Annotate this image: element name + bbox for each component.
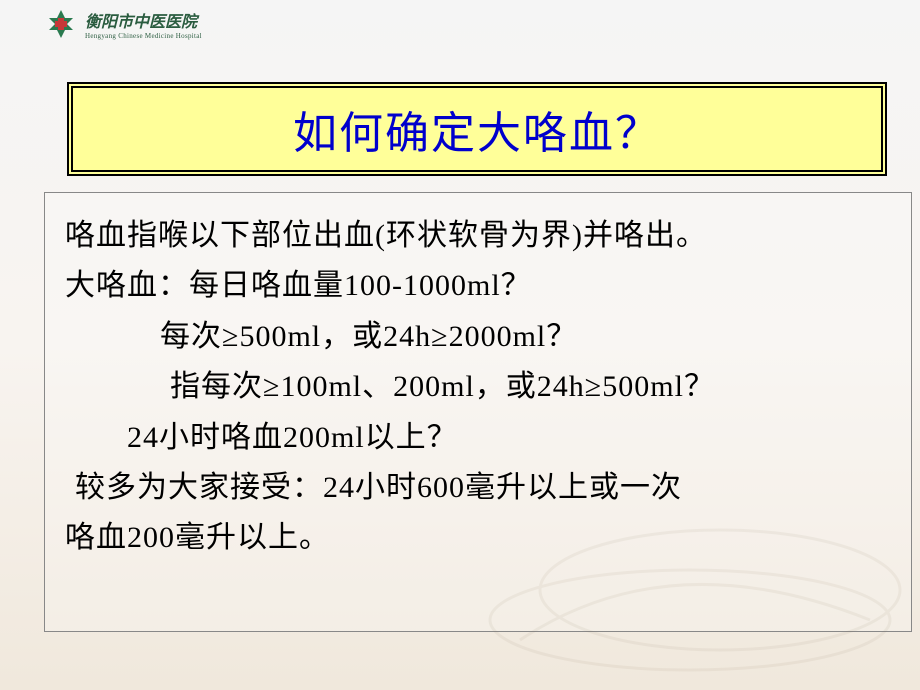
slide-title: 如何确定大咯血？ [293,97,661,161]
slide-title-box: 如何确定大咯血？ [67,82,887,176]
content-line-6: 较多为大家接受：24小时600毫升以上或一次 [65,463,891,513]
hospital-name-en: Hengyang Chinese Medicine Hospital [85,32,202,40]
content-line-2: 大咯血：每日咯血量100-1000ml？ [65,261,891,311]
hospital-logo-icon [45,8,77,40]
content-line-4: 指每次≥100ml、200ml，或24h≥500ml？ [65,362,891,412]
content-line-7: 咯血200毫升以上。 [65,513,891,563]
content-line-5: 24小时咯血200ml以上？ [65,413,891,463]
content-line-1: 咯血指喉以下部位出血(环状软骨为界)并咯出。 [65,211,891,261]
hospital-logo-area: 衡阳市中医医院 Hengyang Chinese Medicine Hospit… [45,8,202,40]
hospital-logo-text: 衡阳市中医医院 Hengyang Chinese Medicine Hospit… [85,8,202,40]
slide-content-box: 咯血指喉以下部位出血(环状软骨为界)并咯出。 大咯血：每日咯血量100-1000… [44,192,912,632]
content-line-3: 每次≥500ml，或24h≥2000ml？ [65,312,891,362]
hospital-name-cn: 衡阳市中医医院 [85,8,202,32]
